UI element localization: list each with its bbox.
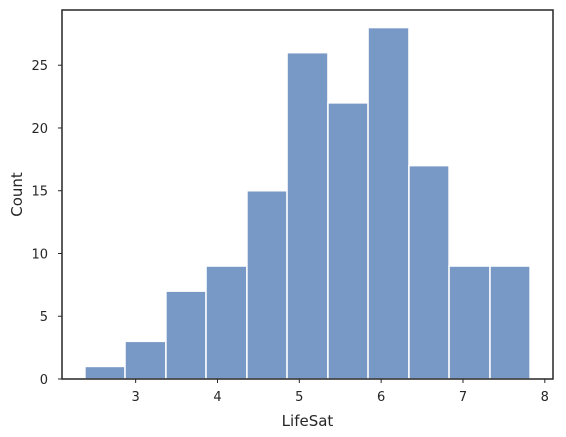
histogram-bar (246, 189, 288, 380)
y-axis-label: Count (8, 172, 26, 217)
y-tick-label: 10 (31, 247, 48, 262)
histogram-bar (327, 102, 369, 380)
x-tick-label: 8 (541, 390, 549, 405)
x-axis-ticks: 3 4 5 6 7 8 (132, 379, 549, 405)
histogram-bar (448, 265, 491, 380)
histogram-bar (205, 265, 248, 380)
y-tick-label: 0 (40, 373, 48, 388)
histogram-bar (408, 164, 450, 380)
y-tick-label: 15 (31, 185, 48, 200)
histogram-bar (84, 365, 126, 380)
x-tick-label: 3 (132, 390, 140, 405)
y-tick-label: 5 (40, 310, 48, 325)
plot-frame (61, 9, 554, 380)
y-axis-ticks: 0 5 10 15 20 25 (31, 59, 62, 388)
x-tick-label: 6 (377, 390, 385, 405)
y-tick-label: 20 (31, 122, 48, 137)
y-tick-label: 25 (31, 59, 48, 74)
histogram-bar (489, 265, 531, 380)
histogram-bar (124, 340, 167, 380)
histogram-bar (165, 290, 207, 380)
x-tick-label: 5 (295, 390, 303, 405)
x-tick-label: 4 (213, 390, 221, 405)
histogram-bars (84, 26, 531, 380)
x-tick-label: 7 (459, 390, 467, 405)
histogram-bar (367, 26, 410, 380)
x-axis-label: LifeSat (282, 412, 334, 430)
histogram-bar (286, 51, 329, 380)
